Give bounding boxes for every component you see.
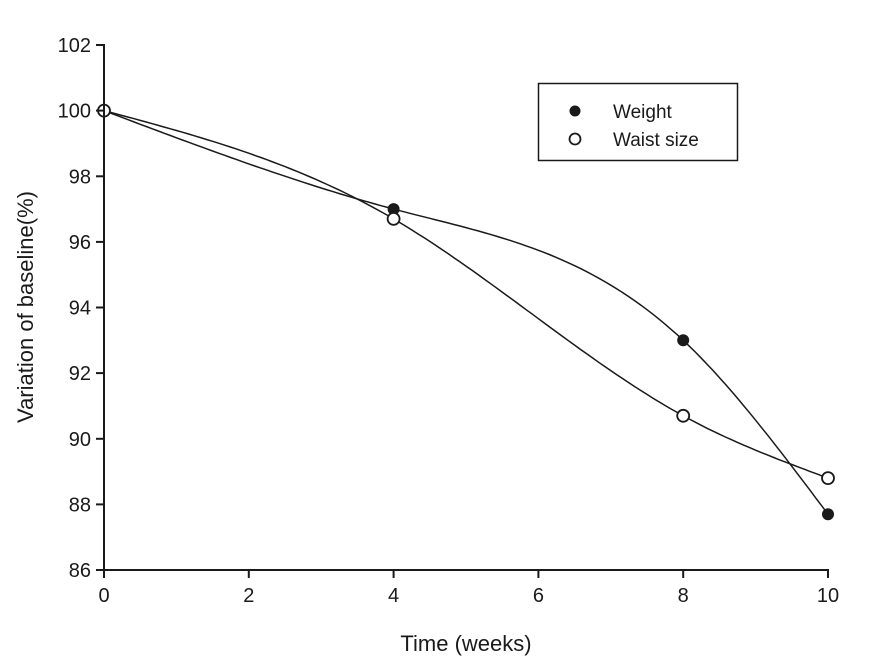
x-tick-label: 10 — [817, 585, 839, 607]
y-tick-label: 86 — [69, 560, 91, 582]
legend-open-circle-icon — [568, 132, 582, 146]
y-tick-label: 88 — [69, 494, 91, 516]
x-tick-label: 0 — [98, 585, 109, 607]
legend: Weight Waist size — [537, 82, 739, 162]
data-point-waist-size — [821, 471, 835, 486]
legend-waist-size-label: Waist size — [613, 130, 699, 151]
y-tick-label: 90 — [69, 429, 91, 451]
legend-filled-circle-icon — [569, 105, 581, 117]
y-tick-label: 98 — [69, 166, 91, 188]
plot-area: 86 88 90 92 94 96 98 100 102 0 2 4 6 8 10 — [58, 35, 840, 607]
y-tick-label: 94 — [69, 298, 91, 320]
legend-box — [537, 82, 739, 162]
data-point-weight — [387, 203, 400, 216]
x-tick-label: 4 — [388, 585, 399, 607]
series-line-weight — [103, 109, 829, 515]
y-tick-label: 100 — [58, 101, 91, 123]
x-tick-label: 6 — [533, 585, 544, 607]
x-tick-label: 8 — [678, 585, 689, 607]
data-point-weight — [822, 508, 834, 521]
x-axis-title: Time (weeks) — [400, 631, 531, 656]
data-point-waist-size — [676, 408, 691, 423]
y-tick-label: 96 — [69, 232, 91, 254]
x-tick-label: 2 — [243, 585, 254, 607]
y-axis-title: Variation of baseline(%) — [13, 191, 38, 423]
data-point-weight — [677, 334, 690, 347]
series-line-waist-size — [103, 109, 829, 479]
y-tick-label: 92 — [69, 363, 91, 385]
data-point-waist-size — [386, 211, 401, 226]
legend-weight-label: Weight — [613, 102, 673, 123]
y-tick-label: 102 — [58, 35, 91, 57]
